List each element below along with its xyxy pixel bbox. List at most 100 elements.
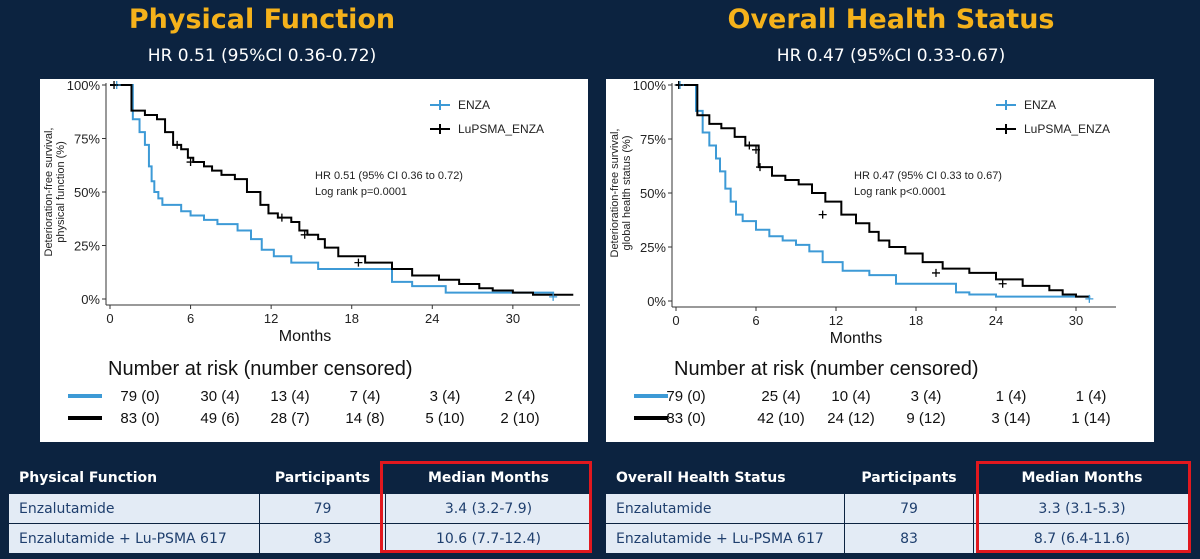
summary-table-physical-function: Physical Function Participants Median Mo… bbox=[8, 462, 592, 554]
censor-mark bbox=[277, 213, 286, 222]
x-tick-label: 24 bbox=[425, 311, 439, 326]
table-cell: 3.4 (3.2-7.9) bbox=[385, 493, 592, 524]
table-cell: 79 bbox=[259, 493, 386, 524]
censor-mark bbox=[110, 81, 119, 89]
y-axis-label: Deterioration-free survival,global healt… bbox=[609, 129, 633, 258]
y-tick-label: 50% bbox=[640, 186, 666, 201]
risk-cell: 83 (0) bbox=[120, 410, 159, 427]
km-curve-lupsma_enza bbox=[676, 84, 1090, 298]
risk-cell: 7 (4) bbox=[350, 388, 381, 405]
table-cell: Enzalutamide bbox=[605, 493, 845, 524]
risk-cell: 79 (0) bbox=[120, 388, 159, 405]
summary-table-overall-health: Overall Health Status Participants Media… bbox=[605, 462, 1191, 554]
censor-mark bbox=[745, 141, 754, 150]
y-axis-label-line: Deterioration-free survival, bbox=[43, 128, 55, 257]
x-axis-label: Months bbox=[830, 330, 882, 347]
km-plot-svg: 0% 25% 50% 75% 100% 0 6 12 18 24 30 Months Deteriora… bbox=[43, 79, 580, 427]
risk-cell: 42 (10) bbox=[757, 410, 805, 427]
censor-mark bbox=[932, 268, 940, 277]
panel-title-physical-function: Physical Function bbox=[128, 4, 396, 35]
risk-cell: 30 (4) bbox=[200, 388, 239, 405]
risk-cell: 2 (10) bbox=[500, 410, 539, 427]
table-cell: 83 bbox=[259, 523, 386, 554]
censor-mark bbox=[756, 163, 764, 172]
censor-mark bbox=[173, 140, 182, 149]
table-header: Participants bbox=[844, 462, 974, 494]
y-tick-label: 100% bbox=[633, 79, 667, 93]
y-tick-label: 25% bbox=[640, 240, 666, 255]
risk-cell: 13 (4) bbox=[270, 388, 309, 405]
table-header: Overall Health Status bbox=[605, 462, 845, 494]
legend-swatch bbox=[430, 124, 450, 134]
hr-annotation: Log rank p<0.0001 bbox=[854, 186, 946, 198]
y-axis-label-line: physical function (%) bbox=[55, 141, 67, 243]
x-tick-label: 30 bbox=[1069, 313, 1083, 328]
km-curve-enza bbox=[110, 84, 555, 297]
x-tick-label: 0 bbox=[106, 311, 113, 326]
risk-cell: 9 (12) bbox=[906, 410, 945, 427]
table-cell: Enzalutamide + Lu-PSMA 617 bbox=[605, 523, 845, 554]
censor-mark bbox=[354, 258, 363, 267]
y-tick-label: 50% bbox=[74, 185, 100, 200]
risk-cell: 25 (4) bbox=[761, 388, 800, 405]
y-tick-label: 0% bbox=[81, 292, 100, 307]
risk-cell: 1 (4) bbox=[996, 388, 1027, 405]
table-header-row: Physical Function Participants Median Mo… bbox=[8, 462, 592, 494]
table-cell: Enzalutamide + Lu-PSMA 617 bbox=[8, 523, 260, 554]
risk-cell: 1 (14) bbox=[1071, 410, 1110, 427]
censor-mark bbox=[674, 81, 683, 89]
table-row: Enzalutamide 79 3.3 (3.1-5.3) bbox=[605, 493, 1191, 524]
y-tick-label: 75% bbox=[74, 132, 100, 147]
x-tick-label: 0 bbox=[672, 313, 679, 328]
censor-mark bbox=[998, 279, 1007, 288]
km-chart-overall-health: 0% 25% 50% 75% 100% 0 6 12 18 24 30 Months Deteriora… bbox=[606, 79, 1154, 442]
table-header: Physical Function bbox=[8, 462, 260, 494]
x-tick-label: 18 bbox=[909, 313, 923, 328]
km-chart-physical-function: 0% 25% 50% 75% 100% 0 6 12 18 24 30 Months Deteriora… bbox=[40, 79, 588, 442]
legend-swatch bbox=[430, 100, 450, 110]
censor-mark bbox=[818, 210, 827, 219]
risk-cell: 10 (4) bbox=[831, 388, 870, 405]
x-tick-label: 6 bbox=[752, 313, 759, 328]
risk-cell: 24 (12) bbox=[827, 410, 875, 427]
legend-label: ENZA bbox=[1024, 98, 1056, 112]
risk-cell: 2 (4) bbox=[505, 388, 536, 405]
x-tick-label: 18 bbox=[344, 311, 358, 326]
table-row: Enzalutamide + Lu-PSMA 617 83 8.7 (6.4-1… bbox=[605, 523, 1191, 554]
panel-subtitle-overall-health: HR 0.47 (95%CI 0.33-0.67) bbox=[776, 46, 1006, 66]
censor-mark bbox=[186, 158, 195, 167]
risk-cell: 79 (0) bbox=[666, 388, 705, 405]
censor-mark bbox=[549, 292, 558, 301]
y-tick-label: 25% bbox=[74, 239, 100, 254]
risk-cell: 3 (4) bbox=[430, 388, 461, 405]
km-plot-svg: 0% 25% 50% 75% 100% 0 6 12 18 24 30 Months Deteriora… bbox=[609, 79, 1116, 427]
x-tick-label: 6 bbox=[187, 311, 194, 326]
censor-mark bbox=[300, 230, 309, 239]
panel-title-overall-health: Overall Health Status bbox=[727, 4, 1055, 35]
table-cell: 79 bbox=[844, 493, 974, 524]
x-tick-label: 12 bbox=[264, 311, 278, 326]
panel-subtitle-physical-function: HR 0.51 (95%CI 0.36-0.72) bbox=[147, 46, 377, 66]
risk-table-title: Number at risk (number censored) bbox=[674, 358, 979, 380]
hr-annotation: HR 0.47 (95% CI 0.33 to 0.67) bbox=[854, 170, 1002, 182]
table-header: Median Months bbox=[973, 462, 1191, 494]
table-header-row: Overall Health Status Participants Media… bbox=[605, 462, 1191, 494]
x-tick-label: 12 bbox=[829, 313, 843, 328]
risk-cell: 1 (4) bbox=[1076, 388, 1107, 405]
x-tick-label: 24 bbox=[989, 313, 1003, 328]
table-cell: 8.7 (6.4-11.6) bbox=[973, 523, 1191, 554]
y-tick-label: 75% bbox=[640, 132, 666, 147]
table-header: Participants bbox=[259, 462, 386, 494]
legend-swatch bbox=[996, 124, 1016, 134]
hr-annotation: HR 0.51 (95% CI 0.36 to 0.72) bbox=[315, 170, 463, 182]
hr-annotation: Log rank p=0.0001 bbox=[315, 186, 407, 198]
km-curve-lupsma_enza bbox=[110, 84, 574, 296]
risk-cell: 3 (4) bbox=[911, 388, 942, 405]
legend-label: ENZA bbox=[458, 98, 490, 112]
x-tick-label: 30 bbox=[506, 311, 520, 326]
table-row: Enzalutamide 79 3.4 (3.2-7.9) bbox=[8, 493, 592, 524]
x-axis-label: Months bbox=[279, 328, 331, 345]
y-tick-label: 100% bbox=[67, 79, 101, 93]
legend-label: LuPSMA_ENZA bbox=[458, 122, 544, 136]
risk-cell: 5 (10) bbox=[425, 410, 464, 427]
